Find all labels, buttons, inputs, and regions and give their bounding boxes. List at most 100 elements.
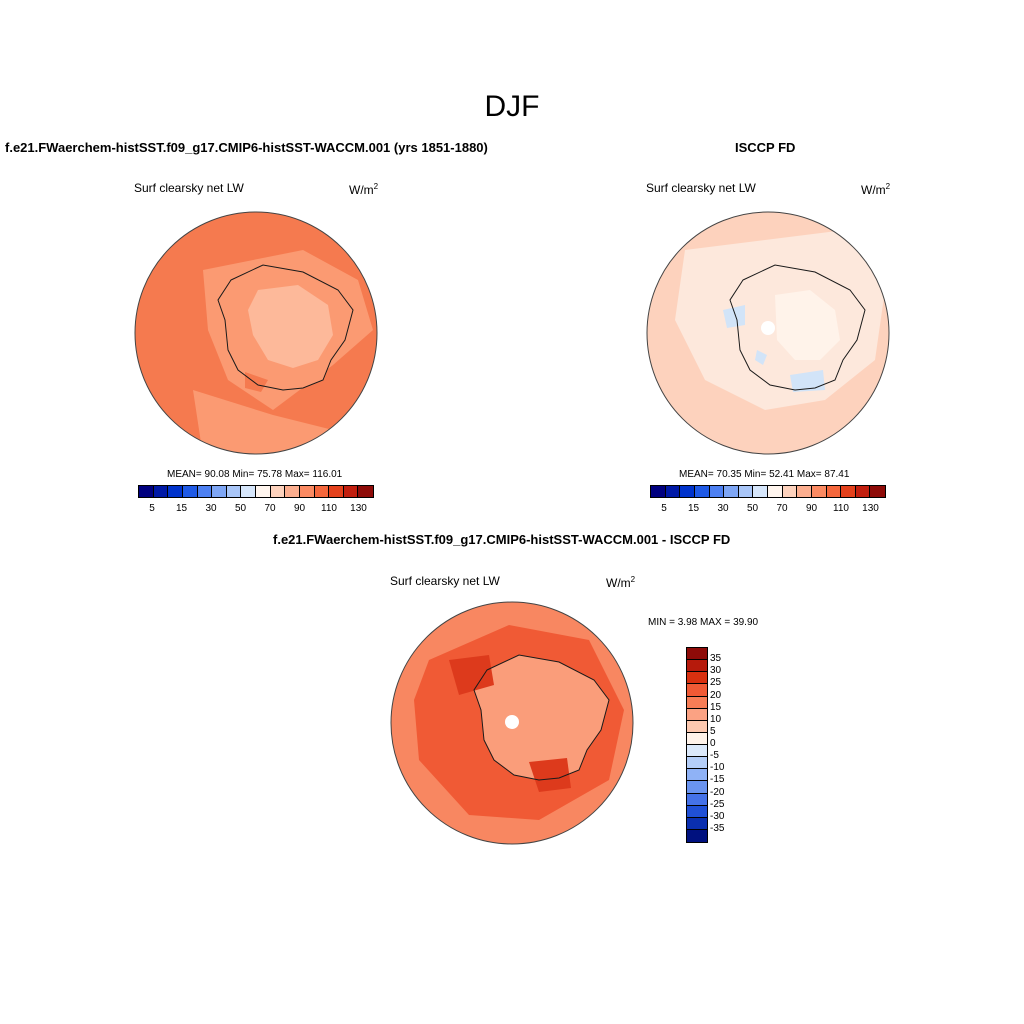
colorbar-tick-label: -15 xyxy=(710,774,725,786)
colorbar-swatch xyxy=(687,829,707,842)
panel-3-dark-region-1 xyxy=(449,655,494,695)
colorbar-tick-label: 70 xyxy=(776,503,788,514)
colorbar-swatch xyxy=(687,732,707,745)
colorbar-swatch xyxy=(285,486,300,497)
colorbar-tick-label: 15 xyxy=(687,503,700,514)
colorbar-swatch xyxy=(797,486,812,497)
panel-1-coastline xyxy=(217,264,354,391)
colorbar-swatch xyxy=(212,486,227,497)
panel-3-min-label: MIN = xyxy=(648,617,675,628)
colorbar-swatch xyxy=(687,805,707,818)
colorbar-swatch xyxy=(343,486,359,497)
colorbar-tick-label: 90 xyxy=(293,503,306,514)
colorbar-swatch xyxy=(153,486,169,497)
figure-title: DJF xyxy=(484,90,540,123)
panel-1-antarctica-interior xyxy=(248,285,333,368)
colorbar-tick-label: 15 xyxy=(710,701,722,713)
panel-1-map-border xyxy=(134,211,378,455)
colorbar-swatch xyxy=(256,486,271,497)
panel-1-colorbar xyxy=(138,485,374,498)
panel-3-polar-map xyxy=(390,601,634,845)
colorbar-tick-label: 0 xyxy=(710,738,716,749)
colorbar-tick-label: 50 xyxy=(746,503,759,514)
colorbar-tick-label: -5 xyxy=(710,750,719,762)
panel-2-polar-map xyxy=(646,211,890,455)
panel-2-ice-patch-3 xyxy=(755,350,767,365)
colorbar-tick-label: 10 xyxy=(710,713,722,725)
panel-3-units: W/m2 xyxy=(606,575,635,590)
panel-2-stats: MEAN= 70.35 Min= 52.41 Max= 87.41 xyxy=(679,469,849,480)
panel-1-variable-label: Surf clearsky net LW xyxy=(134,181,244,195)
colorbar-tick-label: -20 xyxy=(710,786,725,798)
panel-2-max-label: Max= xyxy=(796,469,822,480)
colorbar-swatch xyxy=(687,757,707,770)
panel-2-max-value: 87.41 xyxy=(824,469,850,480)
panel-3-antarctica xyxy=(474,655,609,780)
panel-3-map-border xyxy=(390,601,634,845)
colorbar-swatch xyxy=(782,486,798,497)
colorbar-swatch xyxy=(687,684,707,697)
panel-2-title: ISCCP FD xyxy=(735,140,796,155)
panel-2-ice-patch-2 xyxy=(790,370,825,392)
colorbar-tick-label: 70 xyxy=(264,503,276,514)
panel-1-min-value: 75.78 xyxy=(257,469,283,480)
colorbar-tick-label: 30 xyxy=(710,665,722,677)
colorbar-swatch xyxy=(687,708,707,721)
panel-2-variable-label: Surf clearsky net LW xyxy=(646,181,756,195)
colorbar-swatch xyxy=(687,793,707,806)
panel-3-max-value: 39.90 xyxy=(733,617,759,628)
colorbar-tick-label: 25 xyxy=(710,677,722,689)
colorbar-tick-label: 130 xyxy=(350,503,367,514)
colorbar-tick-label: -30 xyxy=(710,810,725,822)
colorbar-swatch xyxy=(753,486,768,497)
panel-2-coastline xyxy=(729,264,866,391)
colorbar-swatch xyxy=(651,486,666,497)
colorbar-tick-label: 30 xyxy=(205,503,217,514)
colorbar-swatch xyxy=(139,486,154,497)
colorbar-tick-label: 90 xyxy=(805,503,818,514)
colorbar-tick-label: 110 xyxy=(321,503,337,514)
colorbar-swatch xyxy=(724,486,739,497)
colorbar-tick-label: 20 xyxy=(710,689,722,701)
panel-3-variable-label: Surf clearsky net LW xyxy=(390,574,500,588)
panel-1-min-label: Min= xyxy=(232,469,255,480)
colorbar-swatch xyxy=(197,486,213,497)
panel-3-units-exp: 2 xyxy=(630,575,636,584)
panel-2-units: W/m2 xyxy=(861,182,890,197)
panel-3-colorbar xyxy=(686,647,708,843)
panel-1-south-band xyxy=(193,390,333,454)
panel-2-min-value: 52.41 xyxy=(769,469,795,480)
panel-2-min-label: Min= xyxy=(744,469,767,480)
colorbar-swatch xyxy=(687,781,707,794)
colorbar-swatch xyxy=(687,648,707,661)
panel-1-stats: MEAN= 90.08 Min= 75.78 Max= 116.01 xyxy=(167,469,342,480)
colorbar-swatch xyxy=(665,486,681,497)
panel-1-units: W/m2 xyxy=(349,182,378,197)
colorbar-swatch xyxy=(687,817,707,830)
panel-1-mean-label: MEAN= xyxy=(167,469,202,480)
panel-2-ice-patch-1 xyxy=(723,305,745,328)
panel-2-colorbar xyxy=(650,485,886,498)
panel-1-units-base: W/m xyxy=(349,183,374,197)
colorbar-swatch xyxy=(168,486,183,497)
colorbar-swatch xyxy=(241,486,256,497)
colorbar-tick-label: -10 xyxy=(710,762,725,774)
panel-1-units-exp: 2 xyxy=(373,182,379,191)
panel-2-pole-gap xyxy=(761,321,775,335)
panel-2-units-exp: 2 xyxy=(885,182,891,191)
colorbar-swatch xyxy=(687,720,707,733)
panel-3-units-base: W/m xyxy=(606,576,631,590)
colorbar-swatch xyxy=(811,486,827,497)
panel-2-units-base: W/m xyxy=(861,183,886,197)
colorbar-swatch xyxy=(687,660,707,673)
colorbar-tick-label: -35 xyxy=(710,822,725,834)
colorbar-tick-label: 110 xyxy=(833,503,849,514)
colorbar-swatch xyxy=(226,486,242,497)
colorbar-swatch xyxy=(687,672,707,685)
colorbar-tick-label: 30 xyxy=(717,503,729,514)
colorbar-swatch xyxy=(768,486,783,497)
panel-2-antarctica-interior xyxy=(775,290,840,360)
panel-3-min-value: 3.98 xyxy=(677,617,698,628)
colorbar-tick-label: 130 xyxy=(862,503,879,514)
panel-1-mean-value: 90.08 xyxy=(204,469,230,480)
